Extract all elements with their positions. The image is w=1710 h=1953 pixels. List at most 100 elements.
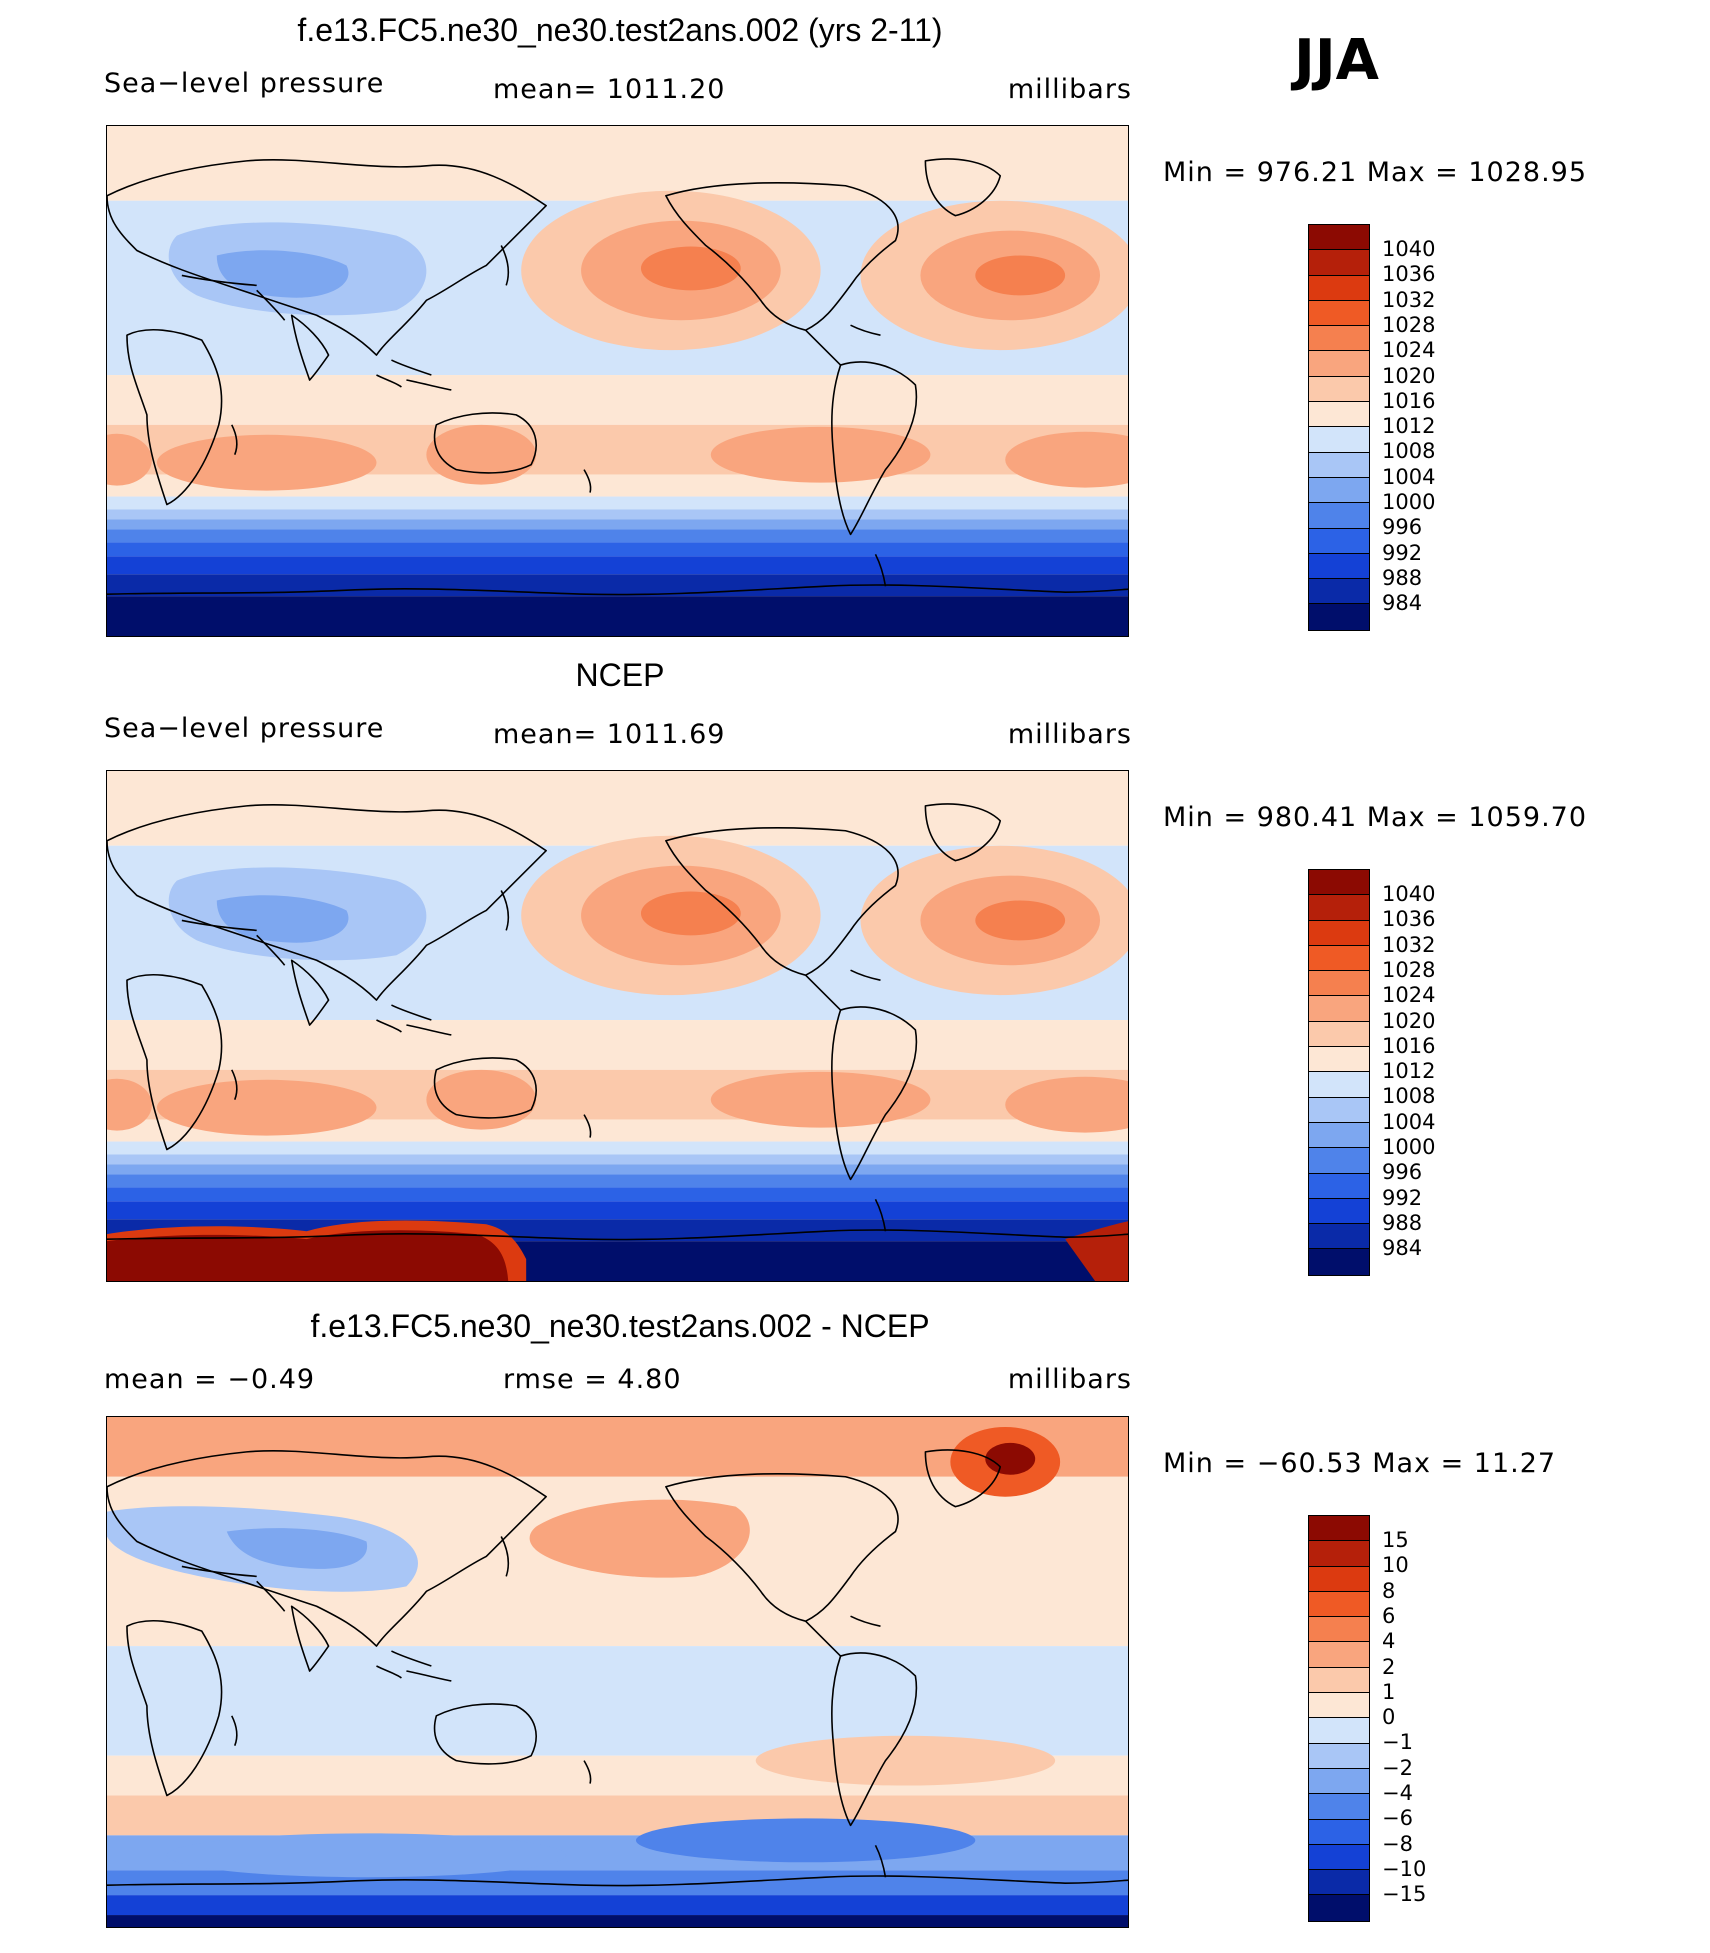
colorbar-segment	[1309, 427, 1369, 453]
coastline-path	[433, 1057, 537, 1119]
contour-band	[107, 1020, 1128, 1070]
panel-2-map-svg	[107, 771, 1128, 1281]
atlantic-high-core	[975, 255, 1066, 296]
coastline-path	[231, 1069, 238, 1101]
contour-band	[107, 519, 1128, 530]
colorbar-segment	[1309, 1617, 1369, 1643]
panel-3-title: f.e13.FC5.ne30_ne30.test2ans.002 - NCEP	[310, 1308, 930, 1344]
panel-3-units-label: millibars	[1007, 1364, 1132, 1395]
contour-band	[107, 496, 1128, 510]
colorbar-tick-label: 1	[1382, 1679, 1396, 1704]
colorbar-segment	[1309, 1718, 1369, 1744]
colorbar-tick-label: 1024	[1382, 983, 1436, 1008]
coastline-path	[126, 329, 223, 506]
colorbar-tick-label: 996	[1382, 1160, 1423, 1185]
colorbar-tick-label: 1016	[1382, 1033, 1436, 1058]
panel-2-units-label: millibars	[1007, 719, 1132, 750]
colorbar-segment	[1309, 503, 1369, 529]
panel-2-mean-label: mean= 1011.69	[493, 719, 726, 750]
colorbar-tick-label: 0	[1382, 1705, 1396, 1730]
colorbar-tick-label: 1032	[1382, 932, 1436, 957]
colorbar-tick-label: 984	[1382, 1236, 1423, 1261]
coastline-path	[874, 553, 887, 587]
colorbar-segment	[1309, 1768, 1369, 1795]
contour-band	[107, 509, 1128, 520]
coastline-path	[500, 1536, 510, 1577]
south-pacific-high	[710, 1071, 931, 1128]
contour-band	[107, 529, 1128, 543]
contour-band	[107, 375, 1128, 425]
coastline-path	[181, 1565, 286, 1612]
contour-band	[107, 556, 1128, 575]
colorbar-segment	[1309, 1097, 1369, 1123]
colorbar-segment	[1309, 1516, 1369, 1542]
colorbar-tick-label: 1004	[1382, 1109, 1436, 1134]
colorbar-segment	[1309, 528, 1369, 554]
coastline-path	[665, 181, 899, 331]
coastline-path	[290, 1605, 330, 1672]
colorbar-tick-label: 1036	[1382, 907, 1436, 932]
season-label: JJA	[1294, 28, 1380, 93]
contour-band	[107, 126, 1128, 201]
colorbar-segment	[1309, 326, 1369, 352]
colorbar-segment	[1309, 895, 1369, 921]
colorbar-tick-label: 988	[1382, 1210, 1423, 1235]
colorbar-segment	[1309, 1844, 1369, 1871]
coastline-path	[290, 314, 330, 381]
colorbar-segment	[1309, 971, 1369, 997]
colorbar-tick-label: −6	[1382, 1806, 1413, 1831]
colorbar-segment	[1309, 1794, 1369, 1820]
colorbar-segment	[1309, 1642, 1369, 1668]
contour-band	[107, 574, 1128, 597]
south-pacific-high	[710, 426, 931, 483]
diff-greenland-core	[985, 1442, 1036, 1475]
panel-2-map	[106, 770, 1129, 1282]
colorbar-tick-label: 1040	[1382, 882, 1436, 906]
panel-3-mean-label: mean = −0.49	[104, 1364, 316, 1395]
coastline-path	[181, 919, 286, 966]
coastline-path	[107, 1875, 1128, 1887]
colorbar-segment	[1309, 870, 1369, 896]
colorbar-tick-label: 1032	[1382, 287, 1436, 312]
coastlines	[107, 1449, 1128, 1887]
south-atlantic-high-wrap	[107, 1078, 152, 1131]
coastline-path	[583, 469, 592, 493]
colorbar-segment	[1309, 1743, 1369, 1769]
colorbar-tick-label: 1040	[1382, 237, 1436, 261]
colorbar-segment	[1309, 1566, 1369, 1592]
colorbar-tick-label: 1020	[1382, 363, 1436, 388]
coastline-path	[376, 1004, 452, 1036]
antarctic-plateau-core	[107, 1230, 509, 1281]
colorbar-segment	[1309, 300, 1369, 327]
south-indian-high	[156, 1079, 377, 1136]
colorbar-segment	[1309, 604, 1369, 630]
colorbar-tick-label: 992	[1382, 540, 1423, 565]
panel-1-variable-label: Sea−level pressure	[104, 68, 385, 99]
colorbar-segment	[1309, 1224, 1369, 1250]
diff-pacific-positive	[529, 1499, 750, 1578]
contour-band	[107, 1870, 1128, 1896]
colorbar-tick-label: 15	[1382, 1528, 1409, 1552]
colorbar-tick-label: 984	[1382, 591, 1423, 616]
contour-band	[107, 1201, 1128, 1220]
panel-3-map-svg	[107, 1417, 1128, 1927]
colorbar-tick-label: 988	[1382, 565, 1423, 590]
colorbar-tick-label: 4	[1382, 1629, 1396, 1654]
colorbar-segment	[1309, 1249, 1369, 1275]
south-atlantic-high	[1005, 431, 1128, 488]
contour-band	[107, 1795, 1128, 1836]
australia-high	[426, 424, 537, 485]
coastline-path	[924, 158, 1002, 217]
colorbar-segment	[1309, 996, 1369, 1022]
coastline-path	[665, 826, 899, 976]
colorbar-tick-label: 1020	[1382, 1008, 1436, 1033]
coastline-path	[181, 274, 286, 321]
colorbar-segment	[1309, 1541, 1369, 1567]
australia-high	[426, 1069, 537, 1130]
colorbar-segment	[1309, 1173, 1369, 1199]
colorbar-tick-label: 1008	[1382, 1084, 1436, 1109]
colorbar-segment	[1309, 477, 1369, 504]
panel-2-minmax: Min = 980.41 Max = 1059.70	[1163, 802, 1588, 833]
coastline-path	[107, 584, 1128, 596]
panel-1-map-svg	[107, 126, 1128, 636]
